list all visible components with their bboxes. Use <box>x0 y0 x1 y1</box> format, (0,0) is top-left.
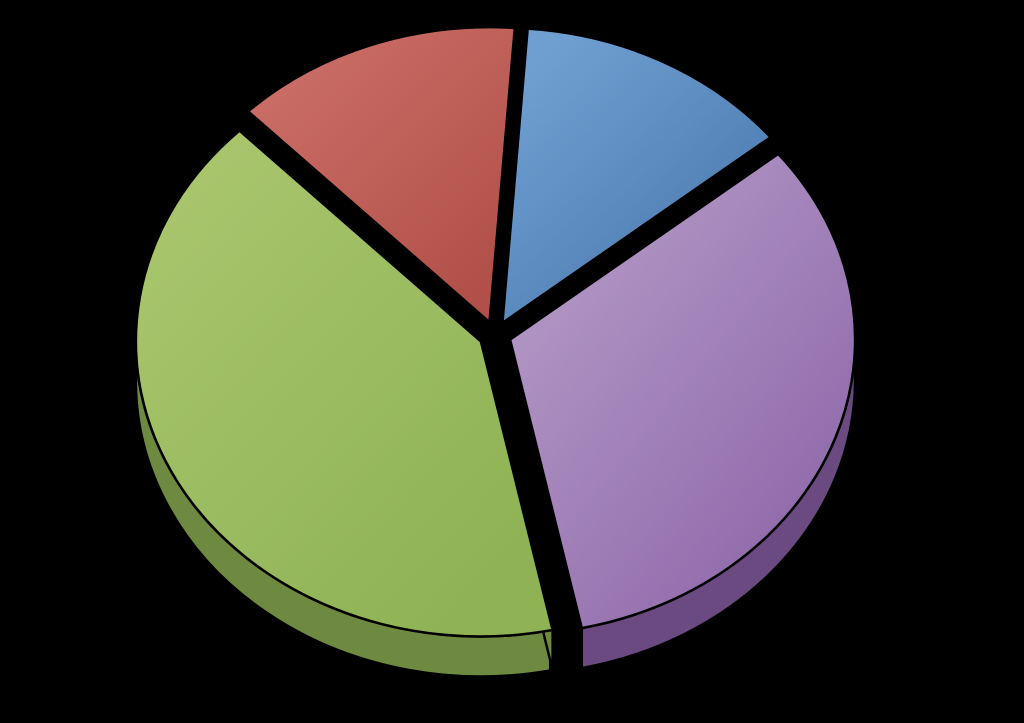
pie-chart-3d <box>0 0 1024 723</box>
